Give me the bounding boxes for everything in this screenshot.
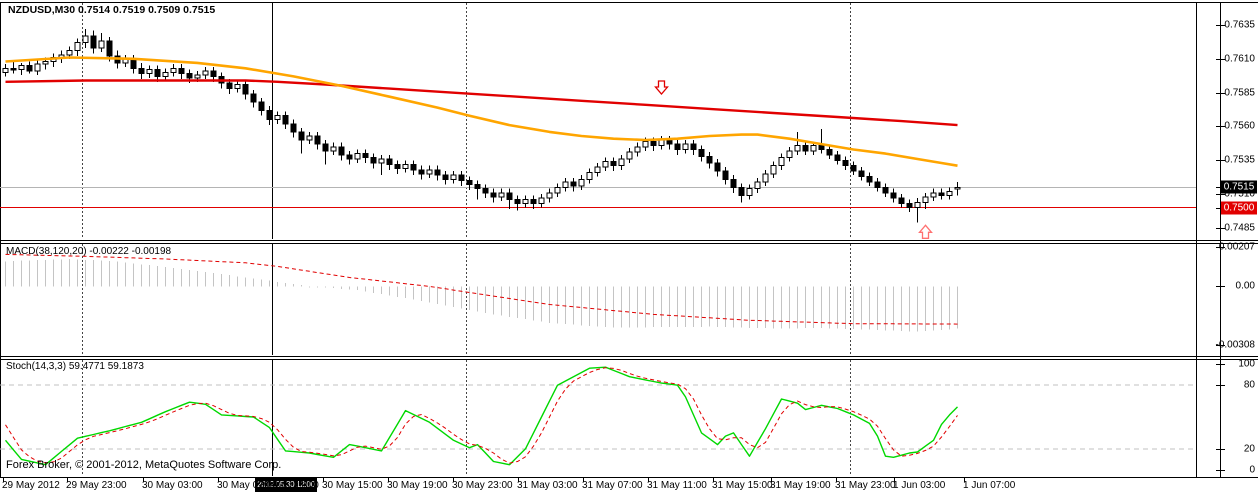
time-axis-label: 31 May 23:00: [835, 480, 896, 491]
price-scale-label: 0.7510: [1224, 188, 1255, 200]
price-scale-label: 0.7560: [1224, 120, 1255, 132]
time-axis-label: 30 May 03:00: [142, 480, 203, 491]
time-axis-label: 31 May 19:00: [770, 480, 831, 491]
copyright-text: Forex Broker, © 2001-2012, MetaQuotes So…: [6, 459, 282, 471]
time-axis-label: 30 May 07:00: [217, 480, 278, 491]
time-axis-label: 1 Jun 07:00: [963, 480, 1016, 491]
stoch-indicator-label: Stoch(14,3,3) 59.4771 59.1873: [6, 361, 144, 372]
time-axis-label: 29 May 2012: [2, 480, 60, 491]
time-axis-label: 30 May 19:00: [387, 480, 448, 491]
time-axis-label: 31 May 03:00: [517, 480, 578, 491]
price-scale-label: 0.7635: [1224, 19, 1255, 31]
stoch-scale-label: 20: [1243, 443, 1255, 455]
time-axis-label: 30 May 15:00: [322, 480, 383, 491]
time-axis-label: 30 May 11:00: [259, 480, 319, 491]
price-scale-label: 0.7535: [1224, 154, 1255, 166]
price-scale-label: 0.7585: [1224, 87, 1255, 99]
time-axis-label: 30 May 23:00: [452, 480, 513, 491]
macd-scale-label: -0.00308: [1215, 339, 1255, 351]
price-scale-label: 0.7485: [1224, 222, 1255, 234]
time-axis-label: 31 May 07:00: [582, 480, 643, 491]
level-price-badge: 0.7500: [1221, 201, 1257, 215]
current-price-badge: 0.7515: [1221, 180, 1257, 194]
stoch-scale-label: 100: [1238, 358, 1255, 370]
chart-title: NZDUSD,M30 0.7514 0.7519 0.7509 0.7515: [8, 4, 216, 16]
time-axis-label: 29 May 23:00: [66, 480, 127, 491]
time-axis-label: 1 Jun 03:00: [893, 480, 946, 491]
time-axis-label: 31 May 11:00: [647, 480, 707, 491]
stoch-scale-label: 80: [1243, 379, 1255, 391]
selected-time-badge: 2012.05.30 12:00: [255, 478, 317, 492]
stoch-scale-label: 0: [1249, 464, 1255, 476]
macd-indicator-label: MACD(38,120,20) -0.00222 -0.00198: [6, 246, 172, 257]
time-axis-label: 31 May 15:00: [712, 480, 773, 491]
macd-scale-label: 0.00207: [1218, 241, 1255, 253]
price-scale-label: 0.7610: [1224, 53, 1255, 65]
macd-scale-label: 0.00: [1235, 280, 1255, 292]
